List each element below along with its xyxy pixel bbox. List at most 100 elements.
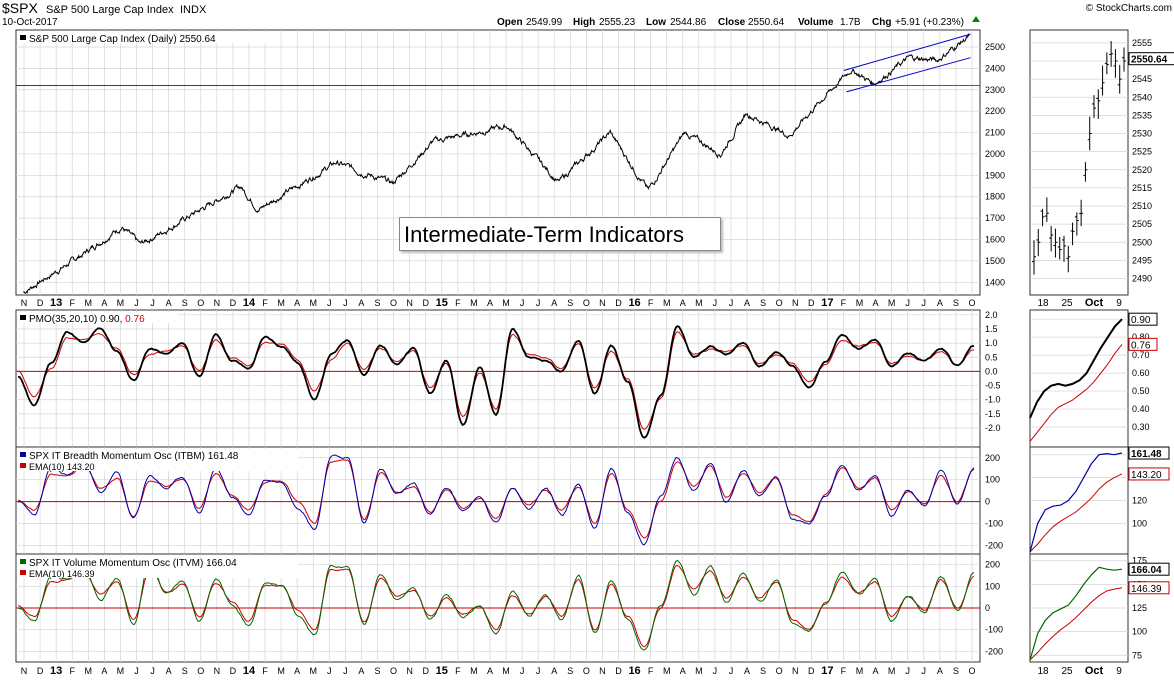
pmo-panel-title: PMO(35,20,10) 0.90, 0.76 (29, 314, 145, 325)
detail-itvm-ema-line (1029, 587, 1123, 661)
symbol: $SPX (2, 0, 38, 16)
x-tick-label: D (422, 666, 429, 676)
x-tick-label: S (567, 298, 573, 308)
x-tick-label: 17 (821, 665, 833, 677)
detail-itbm-line (1029, 452, 1123, 553)
detail-itvm-ema-tag-box (1128, 581, 1170, 595)
x-tick-label: O (390, 666, 397, 676)
x-tick-label: J (729, 298, 734, 308)
watermark: © StockCharts.com (1086, 3, 1172, 14)
detail-itvm-line (1029, 566, 1123, 661)
y-tick-label: -200 (985, 540, 1003, 550)
chart-date: 10-Oct-2017 (2, 17, 58, 28)
detail-y-tick-label: 2520 (1132, 165, 1152, 175)
detail-x-tick-label: 25 (1061, 298, 1073, 309)
legend-swatch (20, 463, 26, 468)
x-tick-label: N (792, 298, 799, 308)
open-label: Open (497, 17, 523, 28)
x-tick-label: 13 (50, 665, 62, 677)
y-tick-label: 0.0 (985, 366, 998, 376)
x-tick-label: F (455, 298, 461, 308)
detail-y-tick-label: 2515 (1132, 183, 1152, 193)
x-tick-label: 13 (50, 297, 62, 309)
detail-y-tick-label: 75 (1132, 650, 1142, 660)
legend-swatch (20, 559, 26, 564)
y-tick-label: -200 (985, 646, 1003, 656)
x-tick-label: 14 (243, 665, 256, 677)
index-name: S&P 500 Large Cap Index (46, 4, 174, 16)
x-tick-label: N (792, 666, 799, 676)
legend-bg (18, 449, 298, 471)
x-tick-label: A (551, 666, 557, 676)
x-tick-label: S (182, 666, 188, 676)
x-tick-label: M (663, 298, 671, 308)
legend-swatch (20, 315, 26, 320)
x-tick-label: M (277, 666, 285, 676)
detail-pmo-line (1029, 318, 1123, 419)
exchange: INDX (180, 4, 207, 16)
pmo-line (17, 325, 975, 439)
itbm-line (17, 454, 975, 546)
volume-label: Volume (798, 17, 834, 28)
x-tick-label: J (327, 666, 332, 676)
x-tick-label: S (953, 666, 959, 676)
x-tick-label: J (327, 298, 332, 308)
y-tick-label: 2100 (985, 128, 1005, 138)
x-tick-label: A (358, 666, 364, 676)
x-tick-label: M (117, 666, 125, 676)
chg-value: +5.91 (+0.23%) (895, 17, 964, 28)
y-tick-label: 2300 (985, 85, 1005, 95)
x-tick-label: O (197, 666, 204, 676)
y-tick-label: -100 (985, 519, 1003, 529)
x-tick-label: M (117, 298, 125, 308)
x-tick-label: D (615, 666, 622, 676)
x-tick-label: S (567, 666, 573, 676)
x-tick-label: M (470, 298, 478, 308)
x-tick-label: J (536, 298, 541, 308)
detail-y-tick-label: 100 (1132, 627, 1147, 637)
price-line (23, 32, 970, 295)
detail-pmo-signal-line (1029, 344, 1123, 442)
detail-itbm-ema-line (1029, 473, 1123, 553)
detail-y-tick-label: 125 (1132, 603, 1147, 613)
x-tick-label: A (166, 298, 172, 308)
x-tick-label: M (309, 298, 317, 308)
y-tick-label: 1700 (985, 213, 1005, 223)
y-tick-label: -0.5 (985, 381, 1001, 391)
x-tick-label: M (695, 298, 703, 308)
x-tick-label: N (214, 298, 221, 308)
x-tick-label: N (599, 298, 606, 308)
x-tick-label: A (101, 666, 107, 676)
x-tick-label: D (808, 666, 815, 676)
x-tick-label: D (422, 298, 429, 308)
x-tick-label: J (713, 666, 718, 676)
x-tick-label: S (374, 666, 380, 676)
x-tick-label: D (615, 298, 622, 308)
detail-y-tick-label: 175 (1132, 556, 1147, 566)
y-tick-label: 2200 (985, 106, 1005, 116)
detail-y-tick-label: 0.60 (1132, 368, 1150, 378)
detail-itbm-ema-tag-box (1128, 467, 1170, 481)
main-panel-1 (15, 309, 981, 448)
detail-itbm-ema-tag: 143.20 (1131, 470, 1162, 481)
x-tick-label: S (182, 298, 188, 308)
itbm-ema-line (17, 459, 975, 539)
x-tick-label: J (134, 666, 139, 676)
x-tick-label: N (21, 298, 28, 308)
x-tick-label: J (520, 298, 525, 308)
y-tick-label: 1.5 (985, 324, 998, 334)
detail-y-tick-label: 0.80 (1132, 332, 1150, 342)
x-tick-label: M (470, 666, 478, 676)
detail-y-tick-label: 0.70 (1132, 350, 1150, 360)
x-tick-label: A (294, 666, 300, 676)
detail-price-tag: 2550.64 (1131, 55, 1168, 66)
x-tick-label: D (37, 666, 44, 676)
detail-y-tick-label: 0.30 (1132, 422, 1150, 432)
x-tick-label: M (502, 666, 510, 676)
detail-x-tick-label: 18 (1037, 298, 1049, 309)
x-tick-label: 15 (436, 665, 448, 677)
legend-bg (18, 312, 178, 323)
detail-y-tick-label: 2510 (1132, 201, 1152, 211)
detail-pmo-signal-tag-box (1128, 337, 1158, 351)
